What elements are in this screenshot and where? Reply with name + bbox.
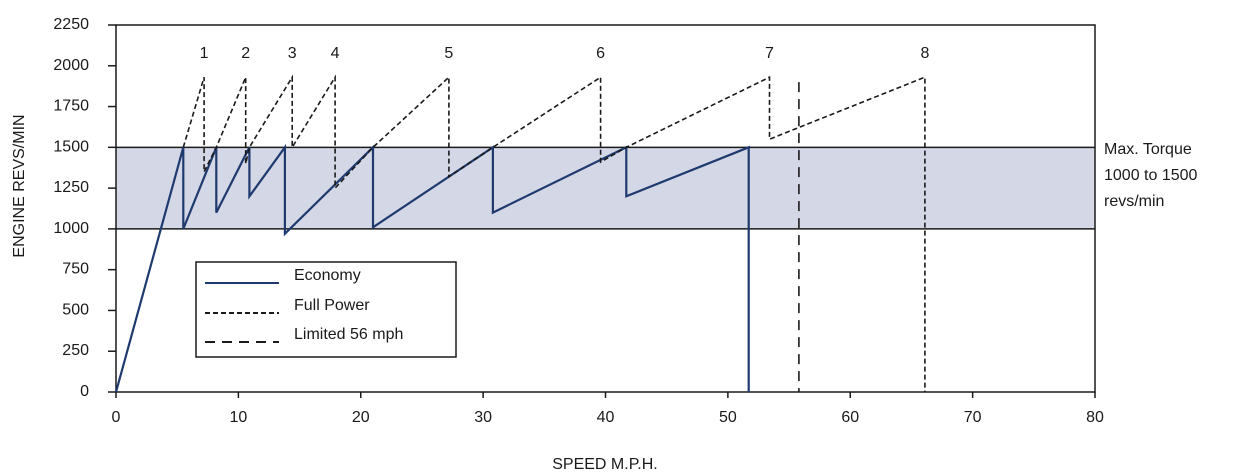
annotation-line-3: revs/min xyxy=(1104,193,1164,210)
annotation-line-2: 1000 to 1500 xyxy=(1104,167,1198,184)
gear-label: 5 xyxy=(444,45,453,62)
gear-labels: 1 2 3 4 5 6 7 8 xyxy=(200,45,930,62)
gear-label: 1 xyxy=(200,45,209,62)
gear-label: 3 xyxy=(288,45,297,62)
legend: Economy Full Power Limited 56 mph xyxy=(195,261,457,358)
x-tick-label: 40 xyxy=(597,409,615,426)
x-tick-label: 50 xyxy=(719,409,737,426)
max-torque-band xyxy=(116,147,1095,229)
gear-label: 4 xyxy=(331,45,340,62)
x-tick-label: 30 xyxy=(474,409,492,426)
gear-label: 7 xyxy=(765,45,774,62)
gear-label: 8 xyxy=(920,45,929,62)
y-axis-title: ENGINE REVS/MIN xyxy=(11,114,28,257)
y-tick-label: 750 xyxy=(62,261,89,278)
x-tick-label: 20 xyxy=(352,409,370,426)
y-tick-label: 0 xyxy=(80,383,89,400)
x-tick-label: 70 xyxy=(964,409,982,426)
y-tick-labels: 0 250 500 750 1000 1250 1500 1750 2000 2250 xyxy=(53,16,89,400)
y-tick-label: 1250 xyxy=(53,179,89,196)
x-tick-labels: 0 10 20 30 40 50 60 70 80 xyxy=(112,409,1104,426)
y-tick-label: 1000 xyxy=(53,220,89,237)
axes xyxy=(108,24,1096,398)
max-torque-annotation: Max. Torque 1000 to 1500 revs/min xyxy=(1104,141,1198,210)
y-tick-label: 500 xyxy=(62,301,89,318)
y-tick-label: 1500 xyxy=(53,138,89,155)
y-tick-label: 2250 xyxy=(53,16,89,33)
annotation-line-1: Max. Torque xyxy=(1104,141,1192,158)
series-layer xyxy=(114,74,926,393)
y-tick-label: 250 xyxy=(62,342,89,359)
y-tick-label: 1750 xyxy=(53,98,89,115)
series-line-full-power xyxy=(182,74,926,392)
gear-label: 6 xyxy=(596,45,605,62)
series-line-economy xyxy=(114,143,750,393)
x-tick-label: 60 xyxy=(841,409,859,426)
legend-label-economy: Economy xyxy=(294,267,361,284)
legend-label-full-power: Full Power xyxy=(294,297,370,314)
torque-band-layer xyxy=(116,146,1095,230)
y-tick-label: 2000 xyxy=(53,57,89,74)
gear-label: 2 xyxy=(241,45,250,62)
x-tick-label: 80 xyxy=(1086,409,1104,426)
legend-label-limited: Limited 56 mph xyxy=(294,326,403,343)
x-axis-title: SPEED M.P.H. xyxy=(552,456,658,473)
x-tick-label: 0 xyxy=(112,409,121,426)
x-tick-label: 10 xyxy=(229,409,247,426)
